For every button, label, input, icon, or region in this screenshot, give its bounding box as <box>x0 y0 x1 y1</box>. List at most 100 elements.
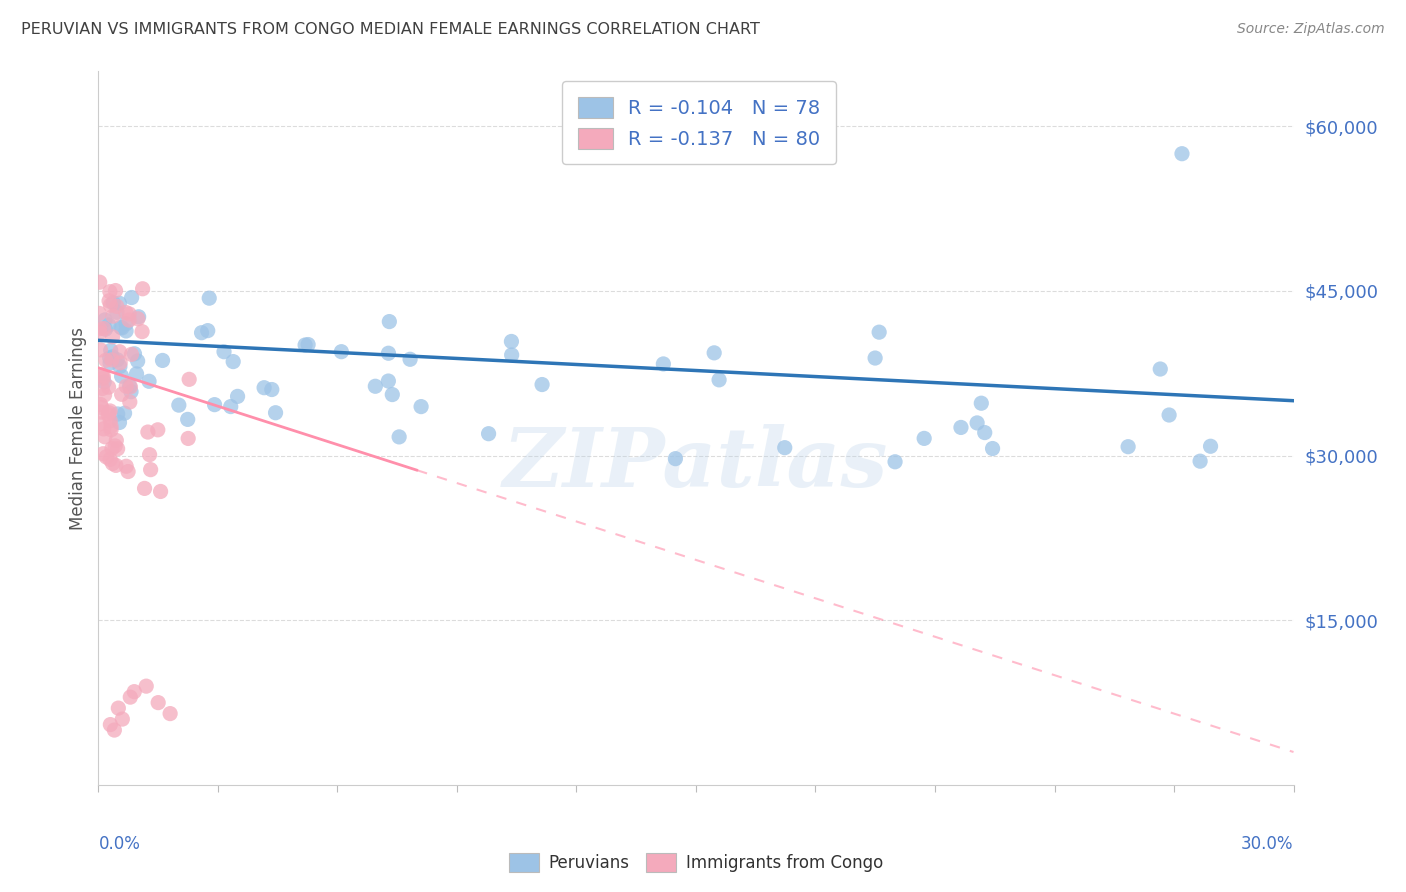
Point <box>970 396 993 410</box>
Point <box>118 395 141 409</box>
Point <box>399 352 422 367</box>
Point <box>93 422 115 436</box>
Point <box>100 419 122 434</box>
Point <box>138 374 160 388</box>
Point <box>105 352 128 367</box>
Point <box>107 442 129 456</box>
Point <box>703 346 725 360</box>
Point <box>120 690 142 705</box>
Point <box>100 298 122 312</box>
Point <box>90 398 112 412</box>
Point <box>501 348 523 362</box>
Point <box>973 425 995 440</box>
Point <box>104 284 127 298</box>
Point <box>146 423 169 437</box>
Point <box>98 414 121 428</box>
Point <box>93 388 115 402</box>
Point <box>91 371 114 385</box>
Point <box>103 296 125 310</box>
Point <box>101 442 124 456</box>
Point <box>101 350 124 364</box>
Point <box>89 321 111 335</box>
Point <box>966 416 988 430</box>
Point <box>98 293 121 308</box>
Point <box>127 354 149 368</box>
Point <box>115 317 138 331</box>
Point <box>128 310 150 324</box>
Point <box>91 381 114 395</box>
Point <box>104 458 127 473</box>
Point <box>219 400 242 414</box>
Point <box>773 441 796 455</box>
Point <box>115 379 138 393</box>
Point <box>89 306 111 320</box>
Point <box>198 291 221 305</box>
Point <box>330 344 353 359</box>
Point <box>120 384 142 399</box>
Point <box>134 482 156 496</box>
Point <box>1199 439 1222 453</box>
Point <box>501 334 523 349</box>
Point <box>297 337 319 351</box>
Point <box>377 374 399 388</box>
Point <box>100 423 122 437</box>
Point <box>100 352 122 367</box>
Legend: Peruvians, Immigrants from Congo: Peruvians, Immigrants from Congo <box>502 847 890 879</box>
Point <box>136 425 159 439</box>
Point <box>89 275 111 289</box>
Point <box>868 325 890 339</box>
Point <box>98 356 121 370</box>
Point <box>98 717 122 731</box>
Point <box>101 309 124 323</box>
Point <box>131 282 153 296</box>
Point <box>120 380 142 394</box>
Point <box>121 347 143 361</box>
Point <box>121 291 143 305</box>
Point <box>94 430 117 444</box>
Point <box>103 723 125 737</box>
Point <box>253 381 276 395</box>
Point <box>1116 440 1139 454</box>
Point <box>912 431 935 445</box>
Point <box>108 416 131 430</box>
Point <box>98 404 121 418</box>
Point <box>226 389 249 403</box>
Text: PERUVIAN VS IMMIGRANTS FROM CONGO MEDIAN FEMALE EARNINGS CORRELATION CHART: PERUVIAN VS IMMIGRANTS FROM CONGO MEDIAN… <box>21 22 761 37</box>
Point <box>884 455 907 469</box>
Point <box>97 318 120 332</box>
Point <box>531 377 554 392</box>
Point <box>97 380 120 394</box>
Point <box>1189 454 1212 468</box>
Point <box>664 451 686 466</box>
Text: ZIPatlas: ZIPatlas <box>503 424 889 504</box>
Point <box>117 465 139 479</box>
Point <box>89 326 111 340</box>
Point <box>96 450 118 464</box>
Point <box>111 712 134 726</box>
Point <box>105 305 128 319</box>
Point <box>89 417 111 431</box>
Point <box>1159 408 1181 422</box>
Point <box>101 457 124 471</box>
Point <box>131 325 153 339</box>
Point <box>1149 362 1171 376</box>
Point <box>90 368 112 382</box>
Point <box>105 434 128 448</box>
Point <box>378 315 401 329</box>
Point <box>477 426 499 441</box>
Point <box>111 321 134 335</box>
Point <box>90 405 112 419</box>
Point <box>949 420 972 434</box>
Point <box>1171 146 1194 161</box>
Point <box>152 353 174 368</box>
Point <box>98 351 121 365</box>
Point <box>115 459 138 474</box>
Point <box>97 406 120 420</box>
Point <box>707 373 730 387</box>
Point <box>94 322 117 336</box>
Point <box>159 706 181 721</box>
Text: Source: ZipAtlas.com: Source: ZipAtlas.com <box>1237 22 1385 37</box>
Point <box>98 452 121 467</box>
Point <box>114 406 136 420</box>
Point <box>125 367 148 381</box>
